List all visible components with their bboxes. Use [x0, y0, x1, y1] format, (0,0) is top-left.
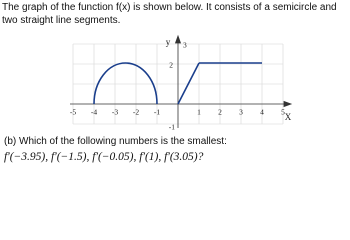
y-tick-label: -1	[169, 123, 175, 132]
x-tick-label: -3	[112, 108, 118, 117]
curve	[93, 62, 262, 105]
y-axis-label: y	[166, 37, 171, 47]
x-tick-label: -2	[133, 108, 139, 117]
axes	[70, 34, 293, 128]
x-axis-label: X	[285, 112, 292, 122]
x-tick-label: -1	[154, 108, 160, 117]
x-tick-label: 3	[239, 108, 243, 117]
question-options: f′(−3.95), f′(−1.5), f′(−0.05), f′(1), f…	[4, 151, 204, 163]
y-tick-label: 2	[169, 61, 173, 70]
x-tick-label: 1	[197, 108, 201, 117]
page: The graph of the function f(x) is shown …	[2, 2, 337, 163]
question-prompt: (b) Which of the following numbers is th…	[4, 136, 227, 147]
intro-text: The graph of the function f(x) is shown …	[2, 2, 337, 26]
x-tick-label: 2	[218, 108, 222, 117]
function-graph: -5 -4 -3 -2 -1 1 2 3 4 5 3 2 -1 y X	[70, 34, 293, 132]
y-tick-label: 3	[183, 41, 187, 50]
x-tick-label: -5	[70, 108, 76, 117]
x-tick-label: 4	[260, 108, 264, 117]
x-tick-label: 5	[281, 108, 285, 117]
x-tick-label: -4	[91, 108, 97, 117]
